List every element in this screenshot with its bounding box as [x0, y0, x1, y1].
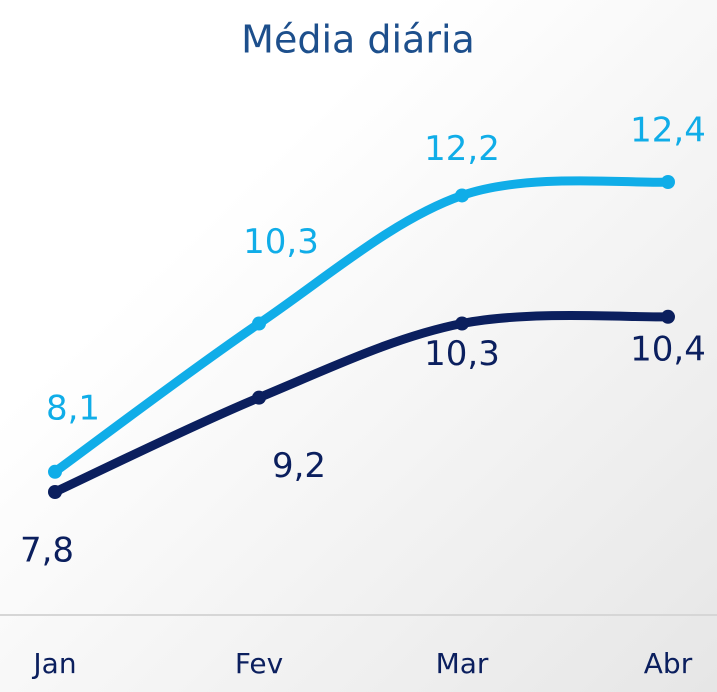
- data-label: 10,3: [424, 334, 500, 374]
- point: [252, 316, 266, 331]
- chart-title: Média diária: [241, 18, 475, 62]
- data-label: 12,2: [424, 129, 500, 169]
- point: [661, 175, 675, 189]
- point: [455, 316, 469, 331]
- point: [252, 390, 266, 405]
- point: [48, 485, 62, 499]
- series-line: [50, 311, 673, 497]
- point: [661, 309, 675, 324]
- data-label: 7,8: [20, 531, 74, 571]
- x-tick-label: Abr: [644, 647, 693, 680]
- x-tick-label: Fev: [235, 647, 283, 680]
- series-line: [50, 176, 673, 477]
- x-tick-label: Jan: [31, 647, 76, 680]
- data-label: 9,2: [272, 446, 326, 486]
- point: [455, 188, 469, 203]
- data-label: 10,3: [243, 222, 319, 262]
- data-label: 8,1: [46, 388, 100, 428]
- data-label: 12,4: [630, 111, 706, 151]
- data-label: 10,4: [630, 329, 706, 369]
- x-tick-label: Mar: [436, 647, 489, 680]
- point: [48, 464, 62, 479]
